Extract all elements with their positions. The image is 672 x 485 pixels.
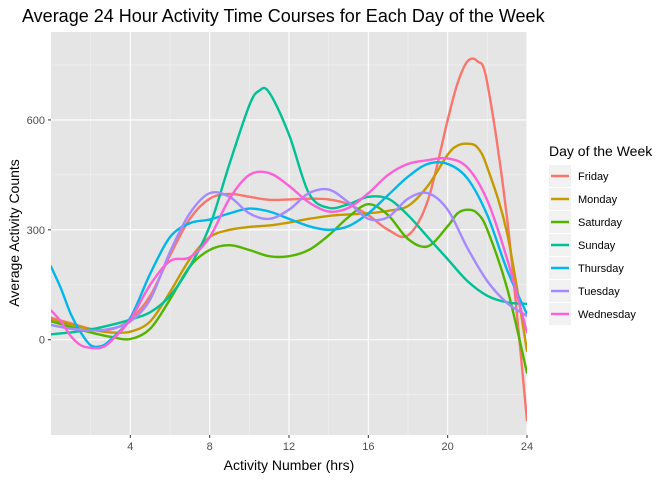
x-axis-title: Activity Number (hrs) (224, 457, 355, 473)
series-lines (51, 57, 527, 422)
legend-label-monday: Monday (578, 194, 618, 206)
series-line-thursday (51, 160, 527, 349)
legend-label-wednesday: Wednesday (578, 309, 636, 321)
legend-label-thursday: Thursday (578, 263, 624, 275)
x-tick-label: 20 (442, 441, 454, 453)
y-tick-label: 300 (27, 225, 45, 237)
legend: Day of the Week Friday Monday Saturday Sund… (549, 143, 653, 325)
x-tick-label: 16 (362, 441, 374, 453)
series-line-saturday (51, 202, 527, 374)
x-tick-label: 4 (127, 441, 133, 453)
x-tick-label: 8 (207, 441, 213, 453)
series-line-monday (51, 142, 527, 352)
y-tick-label: 0 (39, 335, 45, 347)
x-axis: 4 8 12 16 20 24 (127, 435, 533, 453)
legend-label-sunday: Sunday (578, 240, 616, 252)
series-line-wednesday (51, 156, 527, 350)
chart-title: Average 24 Hour Activity Time Courses fo… (22, 6, 546, 26)
y-axis-title: Average Activity Counts (6, 159, 22, 307)
y-axis: 0 300 600 (27, 115, 51, 347)
legend-label-tuesday: Tuesday (578, 286, 620, 298)
legend-label-friday: Friday (578, 171, 609, 183)
legend-title: Day of the Week (549, 143, 653, 159)
legend-label-saturday: Saturday (578, 217, 623, 229)
x-tick-label: 12 (283, 441, 295, 453)
x-tick-label: 24 (521, 441, 533, 453)
series-line-friday (51, 57, 527, 422)
y-tick-label: 600 (27, 115, 45, 127)
